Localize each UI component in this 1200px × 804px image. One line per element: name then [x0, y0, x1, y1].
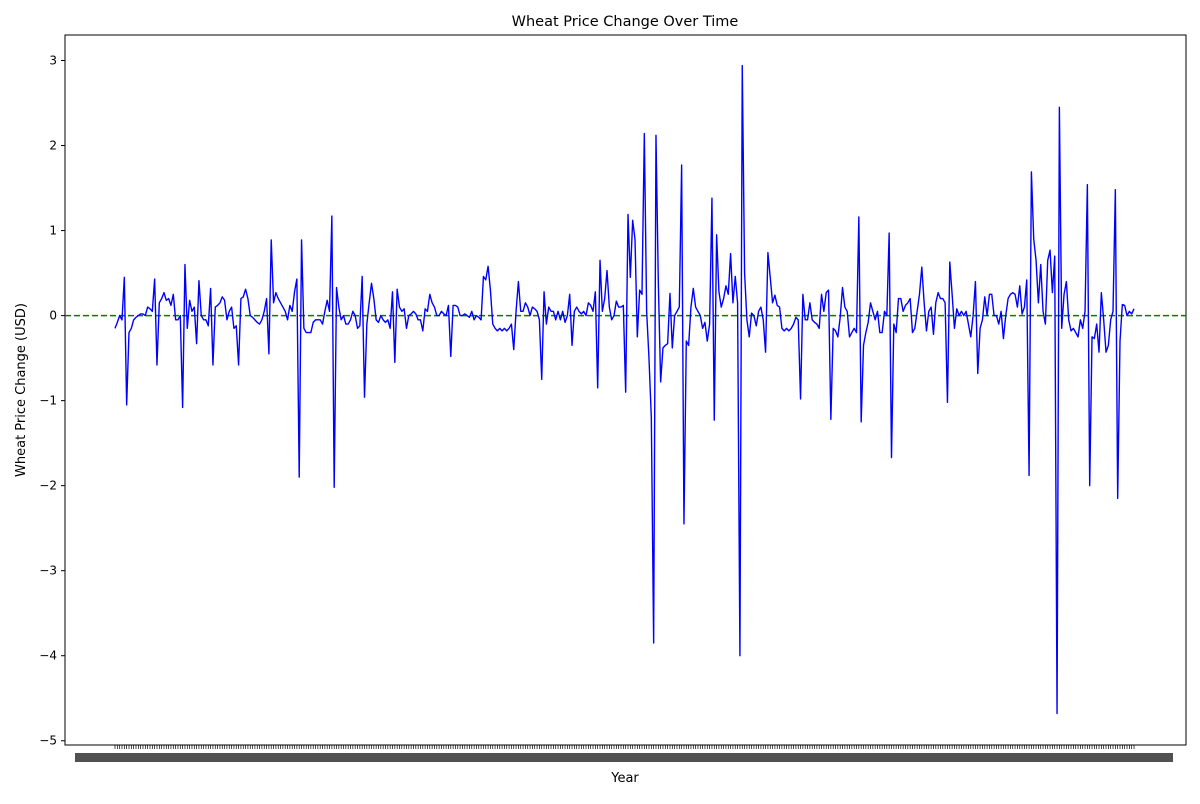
y-tick-label: −3: [39, 564, 57, 578]
y-tick-label: 3: [49, 54, 57, 68]
y-tick-label: −5: [39, 734, 57, 748]
y-axis-label: Wheat Price Change (USD): [14, 303, 29, 477]
x-tick-labels-overlap: [75, 753, 1173, 762]
y-axis-ticks: −5 −4 −3 −2 −1 0 1 2 3: [39, 54, 65, 748]
y-tick-label: −2: [39, 479, 57, 493]
x-axis-label: Year: [610, 771, 639, 786]
y-tick-label: −4: [39, 649, 57, 663]
y-tick-label: −1: [39, 394, 57, 408]
x-axis-ticks: [75, 745, 1173, 762]
plot-area: −5 −4 −3 −2 −1 0 1 2 3: [39, 34, 1187, 762]
y-tick-label: 0: [49, 309, 57, 323]
y-tick-label: 2: [49, 139, 57, 153]
series-line: [114, 64, 1135, 715]
chart-title: Wheat Price Change Over Time: [512, 14, 739, 30]
y-tick-label: 1: [49, 224, 57, 238]
